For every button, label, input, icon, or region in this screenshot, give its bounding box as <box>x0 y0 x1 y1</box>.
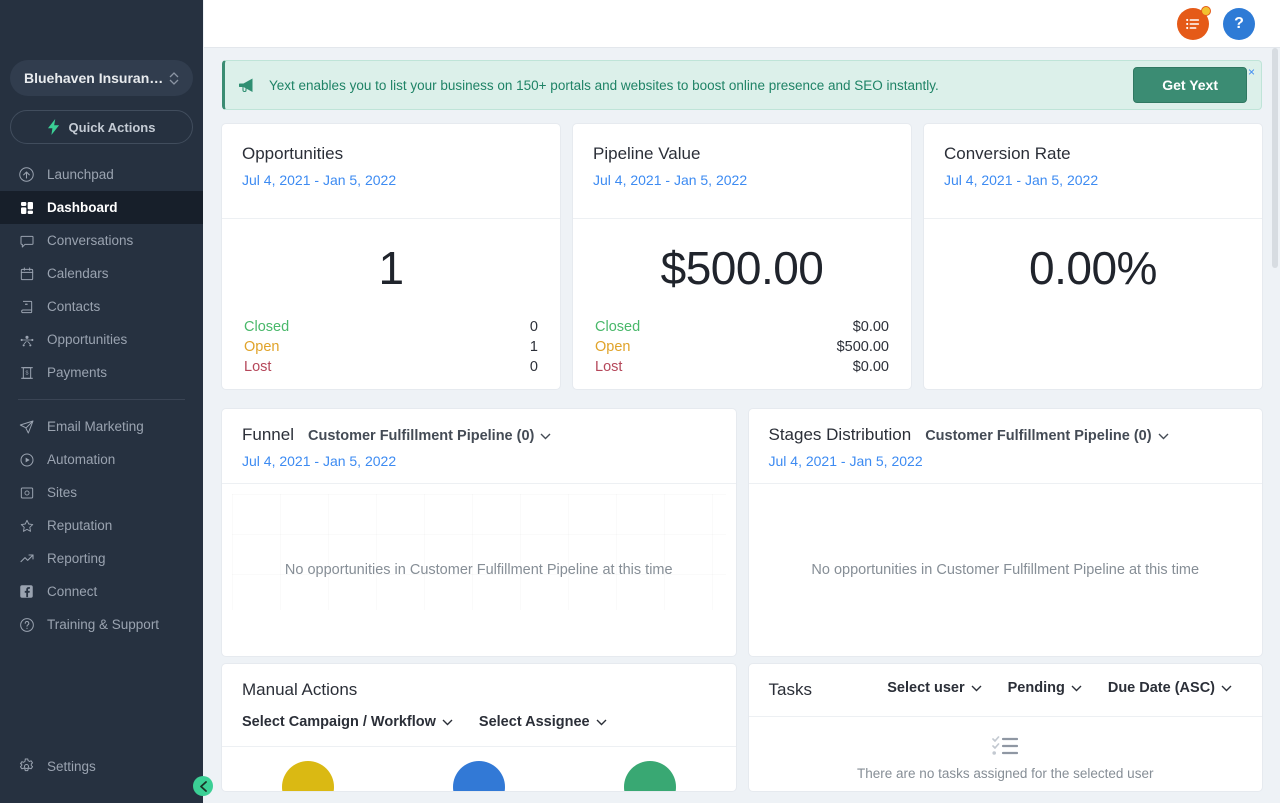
svg-text:$: $ <box>25 370 28 376</box>
